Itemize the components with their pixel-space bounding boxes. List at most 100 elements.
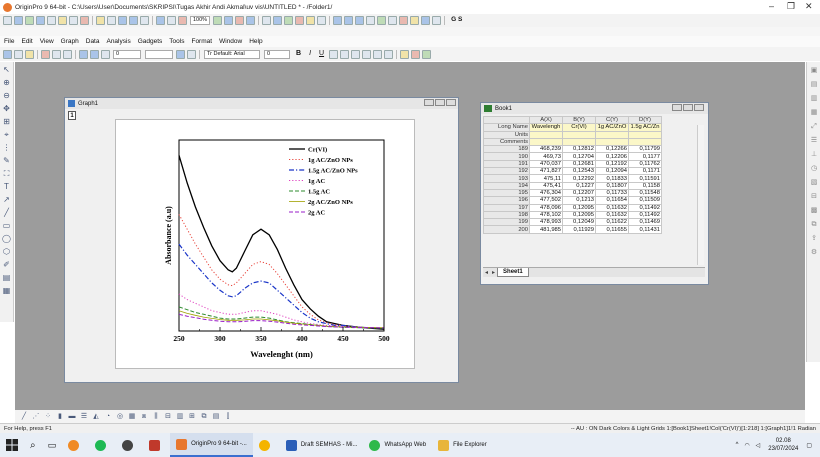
data-cell[interactable]: 0,12812 [562, 145, 596, 154]
book-maximize-button[interactable] [683, 104, 693, 111]
row-number[interactable]: 198 [483, 210, 530, 220]
long-name-cell[interactable]: Wavelengh [529, 123, 563, 132]
print-icon[interactable] [156, 16, 165, 25]
row-number[interactable]: 190 [483, 152, 530, 161]
data-cell[interactable]: 476,304 [529, 188, 563, 198]
italic-button[interactable]: I [309, 49, 312, 57]
taskbar-app-explorer[interactable]: File Explorer [432, 433, 493, 457]
series-line-2[interactable] [178, 243, 385, 329]
code-builder-icon[interactable] [213, 16, 223, 25]
add-sheet-icon[interactable] [284, 16, 294, 25]
units-cell[interactable] [562, 130, 596, 139]
data-selector-icon[interactable]: ⋮ [2, 143, 11, 152]
project-explorer-icon[interactable] [246, 16, 256, 25]
mask-icon[interactable]: ⛶ [3, 169, 10, 178]
workbook-window-titlebar[interactable]: Book1 [481, 103, 708, 114]
row-number[interactable]: 194 [483, 181, 530, 190]
color-scale-icon[interactable]: ▧ [810, 179, 818, 186]
data-cell[interactable]: 0,11548 [628, 188, 662, 198]
data-cell[interactable]: 478,993 [529, 218, 563, 227]
fill-color-icon[interactable] [79, 49, 88, 59]
new-excel-icon[interactable] [25, 16, 34, 25]
graph-window-titlebar[interactable]: Graph1 [65, 98, 458, 109]
sort-icon[interactable] [377, 16, 387, 25]
graph-page[interactable]: 250 300 350 400 450 500 Wavelenght (nm) Absorba… [115, 119, 415, 369]
multi-panel-icon[interactable]: ⊞ [189, 413, 195, 420]
data-cell[interactable]: 475,11 [529, 174, 563, 183]
taskbar-app-chrome[interactable] [253, 433, 280, 457]
data-cell[interactable]: 0,11632 [595, 210, 629, 220]
polar-plot-icon[interactable]: ◎ [116, 413, 124, 420]
row-number[interactable]: 196 [483, 196, 530, 205]
data-cell[interactable]: 0,1158 [628, 181, 662, 190]
data-cell[interactable]: 0,12049 [562, 218, 596, 227]
zoom-select[interactable]: 100% [190, 16, 211, 25]
data-cell[interactable]: 0,12266 [595, 145, 629, 154]
open-template-icon[interactable] [107, 16, 116, 25]
data-cell[interactable]: 0,12704 [562, 152, 596, 161]
column-plot-icon[interactable]: ▮ [58, 413, 62, 420]
comments-cell[interactable] [628, 137, 662, 147]
data-cell[interactable]: 0,11929 [562, 225, 596, 234]
command-window-icon[interactable] [235, 16, 245, 25]
data-cell[interactable]: 0,1213 [562, 196, 596, 205]
insert-icon[interactable]: ▤ [2, 273, 11, 282]
units-cell[interactable] [628, 130, 662, 139]
long-name-cell[interactable]: Cr(VI) [562, 123, 596, 132]
data-cell[interactable]: 0,11492 [628, 210, 662, 220]
column-y-icon[interactable] [344, 16, 354, 25]
volume-icon[interactable]: ◁ [755, 442, 761, 449]
stack-icon[interactable]: ☰ [80, 413, 88, 420]
font-size-select[interactable]: 0 [264, 49, 290, 59]
row-number[interactable]: 199 [483, 218, 530, 227]
row-number[interactable]: 192 [483, 167, 530, 176]
series-line-1[interactable] [178, 214, 385, 329]
pattern-icon[interactable] [176, 49, 185, 59]
task-view-button[interactable]: ▭ [42, 433, 63, 457]
increase-font-icon[interactable] [362, 49, 372, 59]
font-select[interactable]: Tr Default: Arial [204, 49, 260, 59]
xyz-icon[interactable] [410, 16, 420, 25]
series-line-6[interactable] [178, 313, 385, 329]
bold-button[interactable]: B [296, 49, 302, 57]
bar-plot-icon[interactable]: ▬ [68, 413, 76, 420]
long-name-cell[interactable]: 1g AC/ZnO [595, 123, 629, 132]
group-icon[interactable]: ⧉ [811, 221, 817, 228]
data-cell[interactable]: 0,12095 [562, 203, 596, 212]
menu-help[interactable]: Help [249, 38, 263, 45]
scale-bar-icon[interactable]: ⊟ [811, 193, 817, 200]
scatter-plot-icon[interactable]: ⁘ [45, 413, 51, 420]
import-wizard-icon[interactable] [25, 49, 34, 59]
tick-icon[interactable] [63, 49, 72, 59]
taskbar-app-word[interactable]: Draft SEMHAS - Mi... [280, 433, 364, 457]
data-cell[interactable]: 0,11431 [628, 225, 662, 234]
sheet-next-icon[interactable]: ▸ [492, 270, 496, 276]
data-cell[interactable]: 469,73 [529, 152, 563, 161]
tray-chevron-icon[interactable]: ^ [735, 442, 739, 448]
ellipse-tool-icon[interactable]: ◯ [2, 234, 11, 243]
book-minimize-button[interactable] [672, 104, 682, 111]
menu-format[interactable]: Format [191, 38, 213, 45]
delete-icon[interactable] [41, 49, 50, 59]
menu-data[interactable]: Data [85, 38, 100, 45]
series-line-3[interactable] [178, 293, 385, 329]
clear-icon[interactable] [399, 16, 409, 25]
histogram-icon[interactable]: ▥ [176, 413, 184, 420]
line-pattern-select[interactable] [145, 49, 173, 59]
plot-frame[interactable] [178, 139, 385, 332]
row-number[interactable]: 197 [483, 203, 530, 212]
data-cell[interactable]: 0,12207 [562, 188, 596, 198]
import-icon[interactable] [140, 16, 149, 25]
line-plot-icon[interactable]: ╱ [21, 413, 27, 420]
greek-icon[interactable] [351, 49, 361, 59]
taskbar-app-whatsapp[interactable]: WhatsApp Web [363, 433, 432, 457]
column-header[interactable]: B(Y) [562, 115, 596, 125]
start-button[interactable] [0, 433, 24, 457]
line-width-select[interactable]: 0 [113, 49, 141, 59]
graph-window[interactable]: Graph1 1 250 300 350 400 450 500 Wavelenght (n… [64, 97, 459, 383]
layer-icon[interactable]: ▦ [2, 286, 11, 295]
column-x-icon[interactable] [333, 16, 343, 25]
comments-cell[interactable] [595, 137, 629, 147]
line-symbol-icon[interactable]: ⋰ [32, 413, 40, 420]
rescale-icon[interactable]: ⤢ [811, 123, 817, 130]
